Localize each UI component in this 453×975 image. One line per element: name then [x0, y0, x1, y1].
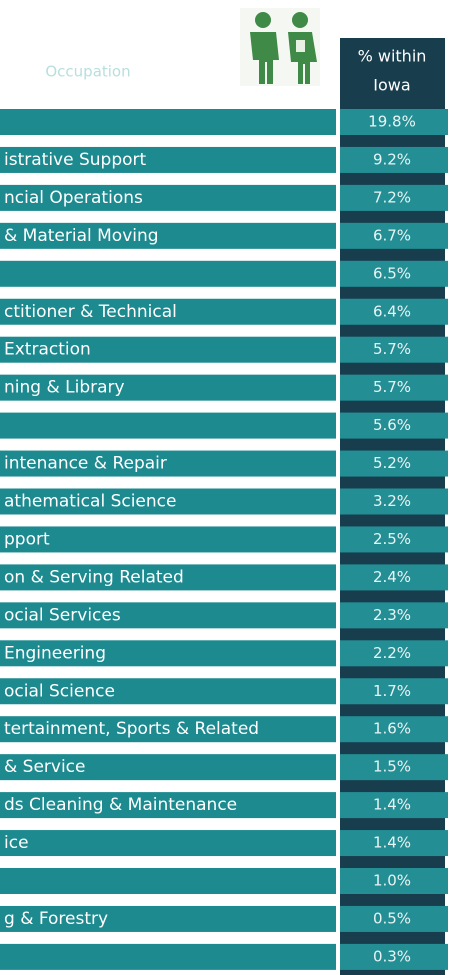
row-bar	[0, 450, 336, 477]
row-label: intenance & Repair	[4, 454, 167, 474]
value-cell	[340, 488, 448, 515]
row-label: & Material Moving	[4, 226, 159, 246]
row-value: 5.7%	[373, 340, 411, 358]
row-bar	[0, 298, 336, 325]
value-cell	[340, 374, 448, 401]
value-cell	[340, 754, 448, 781]
row-value: 6.4%	[373, 302, 411, 320]
value-cell	[340, 109, 448, 135]
value-cell	[340, 146, 448, 173]
row-value: 6.5%	[373, 264, 411, 282]
row-value: 2.2%	[373, 644, 411, 662]
row-label: ocial Services	[4, 605, 121, 625]
row-label: ncial Operations	[4, 188, 143, 208]
value-cell	[340, 678, 448, 705]
row-label: & Service	[4, 757, 86, 777]
value-cell	[340, 640, 448, 667]
row-bar	[0, 868, 336, 894]
value-cell	[340, 298, 448, 325]
row-label: g & Forestry	[4, 909, 108, 929]
rows: 19.8% istrative Support 9.2% ncial Operatio…	[0, 109, 448, 970]
value-cell	[340, 602, 448, 629]
row-bar	[0, 412, 336, 439]
value-cell	[340, 450, 448, 477]
row-value: 1.6%	[373, 720, 411, 738]
value-cell	[340, 564, 448, 591]
row-value: 1.4%	[373, 796, 411, 814]
row-bar	[0, 336, 336, 363]
row-label: tertainment, Sports & Related	[4, 719, 259, 739]
row-bar	[0, 526, 336, 553]
value-cell	[340, 716, 448, 743]
value-cell	[340, 184, 448, 211]
row-bar	[0, 830, 336, 857]
row-value: 1.5%	[373, 758, 411, 776]
value-cell	[340, 222, 448, 249]
row-label: ds Cleaning & Maintenance	[4, 795, 237, 815]
row-value: 0.5%	[373, 909, 411, 927]
row-label: ctitioner & Technical	[4, 302, 177, 322]
value-cell	[340, 792, 448, 819]
column-header: Iowa	[373, 76, 410, 95]
value-cell	[340, 260, 448, 287]
row-value: 9.2%	[373, 150, 411, 168]
row-bar	[0, 754, 336, 781]
row-value: 2.5%	[373, 530, 411, 548]
row-value: 5.7%	[373, 378, 411, 396]
row-value: 2.3%	[373, 606, 411, 624]
row-value: 1.0%	[373, 872, 411, 890]
row-value: 3.2%	[373, 492, 411, 510]
row-bar	[0, 905, 336, 932]
value-cell	[340, 336, 448, 363]
row-value: 1.7%	[373, 682, 411, 700]
row-label: pport	[4, 529, 50, 549]
row-label: ocial Science	[4, 681, 115, 701]
row-label: Engineering	[4, 643, 106, 663]
value-cell	[340, 526, 448, 553]
row-value: 0.3%	[373, 947, 411, 965]
row-bar	[0, 943, 336, 970]
row-value: 2.4%	[373, 568, 411, 586]
value-cell	[340, 868, 448, 894]
row-value: 6.7%	[373, 226, 411, 244]
row-label: Extraction	[4, 340, 91, 360]
row-label: on & Serving Related	[4, 567, 184, 587]
row-value: 5.2%	[373, 454, 411, 472]
row-bar	[0, 374, 336, 401]
value-cell	[340, 830, 448, 857]
value-cell	[340, 905, 448, 932]
row-value: 1.4%	[373, 834, 411, 852]
row-bar	[0, 260, 336, 287]
row-bar	[0, 564, 336, 591]
people-icon	[240, 8, 320, 86]
row-value: 5.6%	[373, 416, 411, 434]
row-bar	[0, 602, 336, 629]
row-bar	[0, 792, 336, 819]
row-label: ning & Library	[4, 378, 125, 398]
column-header: % within	[358, 47, 427, 66]
row-bar	[0, 146, 336, 173]
header-title: Occupation	[45, 63, 130, 81]
row-label: ice	[4, 833, 29, 853]
row-bar	[0, 109, 336, 135]
row-bar	[0, 184, 336, 211]
row-label: athematical Science	[4, 492, 176, 512]
row-value: 7.2%	[373, 188, 411, 206]
row-bar	[0, 716, 336, 743]
row-bar	[0, 222, 336, 249]
value-cell	[340, 412, 448, 439]
row-bar	[0, 488, 336, 515]
row-bar	[0, 678, 336, 705]
row-bar	[0, 640, 336, 667]
value-cell	[340, 943, 448, 970]
row-value: 19.8%	[368, 113, 416, 131]
row-label: istrative Support	[4, 150, 147, 170]
